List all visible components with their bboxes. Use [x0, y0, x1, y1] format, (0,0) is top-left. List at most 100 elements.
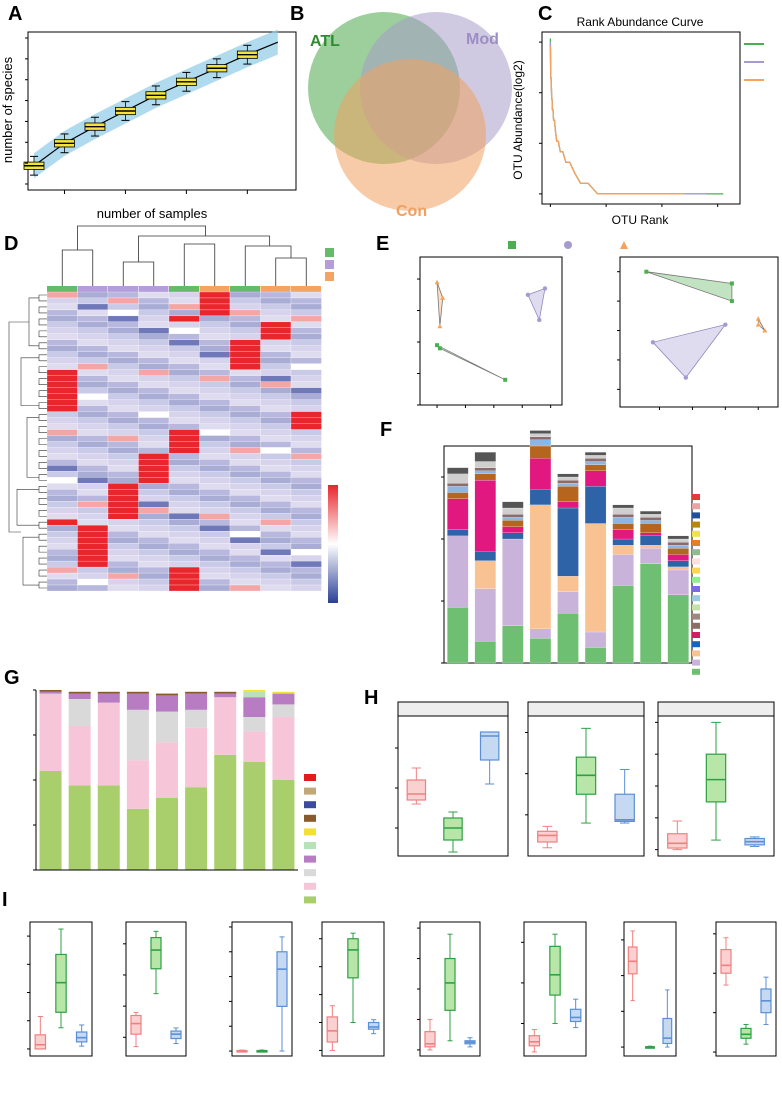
heatmap-cell	[77, 543, 109, 550]
heatmap-cell	[168, 381, 200, 388]
legend-swatch	[304, 787, 316, 795]
heatmap-cell	[107, 578, 139, 586]
box	[424, 1031, 436, 1048]
plot-frame	[527, 715, 645, 857]
column-dendrogram-branch	[183, 243, 216, 286]
bar-segment-bacteroidetes	[39, 693, 62, 771]
bar-segment-desulfovibrio	[474, 470, 496, 474]
heatmap-cell	[290, 357, 322, 364]
heatmap-cell	[199, 429, 231, 436]
heatmap-cell	[46, 459, 78, 466]
heatmap-cell	[229, 381, 261, 388]
heatmap-cell	[138, 531, 170, 538]
heatmap-cell	[290, 584, 322, 592]
heatmap-cell	[77, 387, 109, 394]
heatmap-cell	[290, 375, 322, 382]
bar-segment-mucispirillum	[557, 576, 579, 592]
heatmap-cell	[290, 543, 322, 550]
point-mod	[683, 375, 689, 380]
group-hull-mod	[527, 287, 546, 322]
bar-segment-desulfovibrio	[612, 517, 634, 524]
bar-segment-proteobacteria	[214, 693, 237, 698]
heatmap-cell	[46, 309, 78, 317]
heatmap-cell	[260, 489, 292, 496]
heatmap-cell	[199, 405, 231, 412]
heatmap-cell	[77, 381, 109, 388]
heatmap-cell	[168, 339, 200, 346]
row-dendrogram-branch	[38, 426, 47, 433]
heatmap-cell	[46, 363, 78, 370]
heatmap-cell	[138, 584, 170, 592]
box	[667, 833, 688, 849]
heatmap-cell	[107, 560, 139, 568]
panel-d: D	[4, 225, 338, 603]
heatmap-cell	[290, 495, 322, 502]
bar-segment-lachnoclostridium	[447, 607, 469, 664]
heatmap-cell	[290, 297, 322, 305]
bar-segment-bacteroides	[502, 532, 524, 540]
bar-segment-bacteroides	[447, 529, 469, 537]
heatmap-cell	[290, 578, 322, 586]
bar-segment-deferribacteres	[243, 717, 266, 732]
bar-segment-helicobacter	[502, 520, 524, 527]
heatmap-cell	[107, 525, 139, 532]
heatmap-cell	[77, 513, 109, 520]
panel-e-label: E	[376, 233, 389, 255]
heatmap-cell	[229, 566, 261, 574]
column-dendrogram-branch	[122, 261, 155, 286]
heatmap-cell	[290, 501, 322, 508]
bar-segment-muribaculum	[612, 554, 634, 586]
heatmap-cell	[290, 333, 322, 340]
bar-segment-helicobacter	[667, 548, 689, 555]
heatmap-cell	[77, 429, 109, 436]
point-con	[437, 346, 442, 351]
heatmap-cell	[107, 531, 139, 538]
row-dendrogram-branch	[38, 557, 47, 565]
bar-segment-lachnoclostridium	[557, 613, 579, 664]
row-dendrogram-branch	[38, 414, 47, 421]
row-dendrogram-branch	[38, 509, 47, 517]
heatmap-cell	[46, 411, 78, 418]
heatmap-cell	[168, 411, 200, 418]
heatmap-cell	[138, 411, 170, 418]
venn-circle-con	[334, 59, 486, 211]
bar-segment-muribaculum	[557, 591, 579, 614]
heatmap-cell	[77, 405, 109, 412]
heatmap-cell	[138, 339, 170, 346]
boxplot-akkermansia	[229, 921, 293, 1057]
heatmap-cell	[168, 584, 200, 592]
bar-segment-lactobacillus	[612, 529, 634, 540]
heatmap-cell	[290, 291, 322, 299]
heatmap-cell	[77, 291, 109, 299]
bar-segment-unclassified	[447, 467, 469, 475]
row-dendrogram-branch	[16, 489, 39, 526]
heatmap-cell	[290, 453, 322, 460]
bar-segment-helicobacter	[529, 445, 552, 459]
heatmap-cell	[168, 495, 200, 502]
heatmap-cell	[290, 393, 322, 400]
boxplot-desulfovibrio	[123, 921, 187, 1057]
panel-a-ylabel: number of species	[0, 56, 15, 163]
panel-b-label: B	[290, 3, 304, 25]
point-atl	[755, 316, 761, 321]
boxplot-flavonifractor	[521, 921, 587, 1057]
legend-swatch	[692, 512, 700, 519]
bar-segment-desulfovibrio	[529, 439, 552, 447]
heatmap-cell	[290, 405, 322, 412]
heatmap-cell	[77, 537, 109, 544]
heatmap-cell	[46, 423, 78, 430]
legend-swatch	[304, 855, 316, 863]
legend-marker-con	[508, 241, 516, 249]
plot-frame	[321, 921, 385, 1057]
heatmap-cell	[138, 345, 170, 352]
bar-segment-actinobacteria	[214, 691, 237, 694]
heatmap-cell	[229, 447, 261, 454]
bar-segment-spirochaetes	[243, 691, 266, 698]
heatmap-cell	[77, 549, 109, 556]
bar-segment-muribaculum	[667, 569, 689, 595]
heatmap-cell	[138, 513, 170, 520]
heatmap-cell	[77, 321, 109, 329]
bar-segment-mucispirillum	[612, 545, 634, 555]
heatmap-cell	[46, 471, 78, 478]
box	[662, 1017, 673, 1045]
